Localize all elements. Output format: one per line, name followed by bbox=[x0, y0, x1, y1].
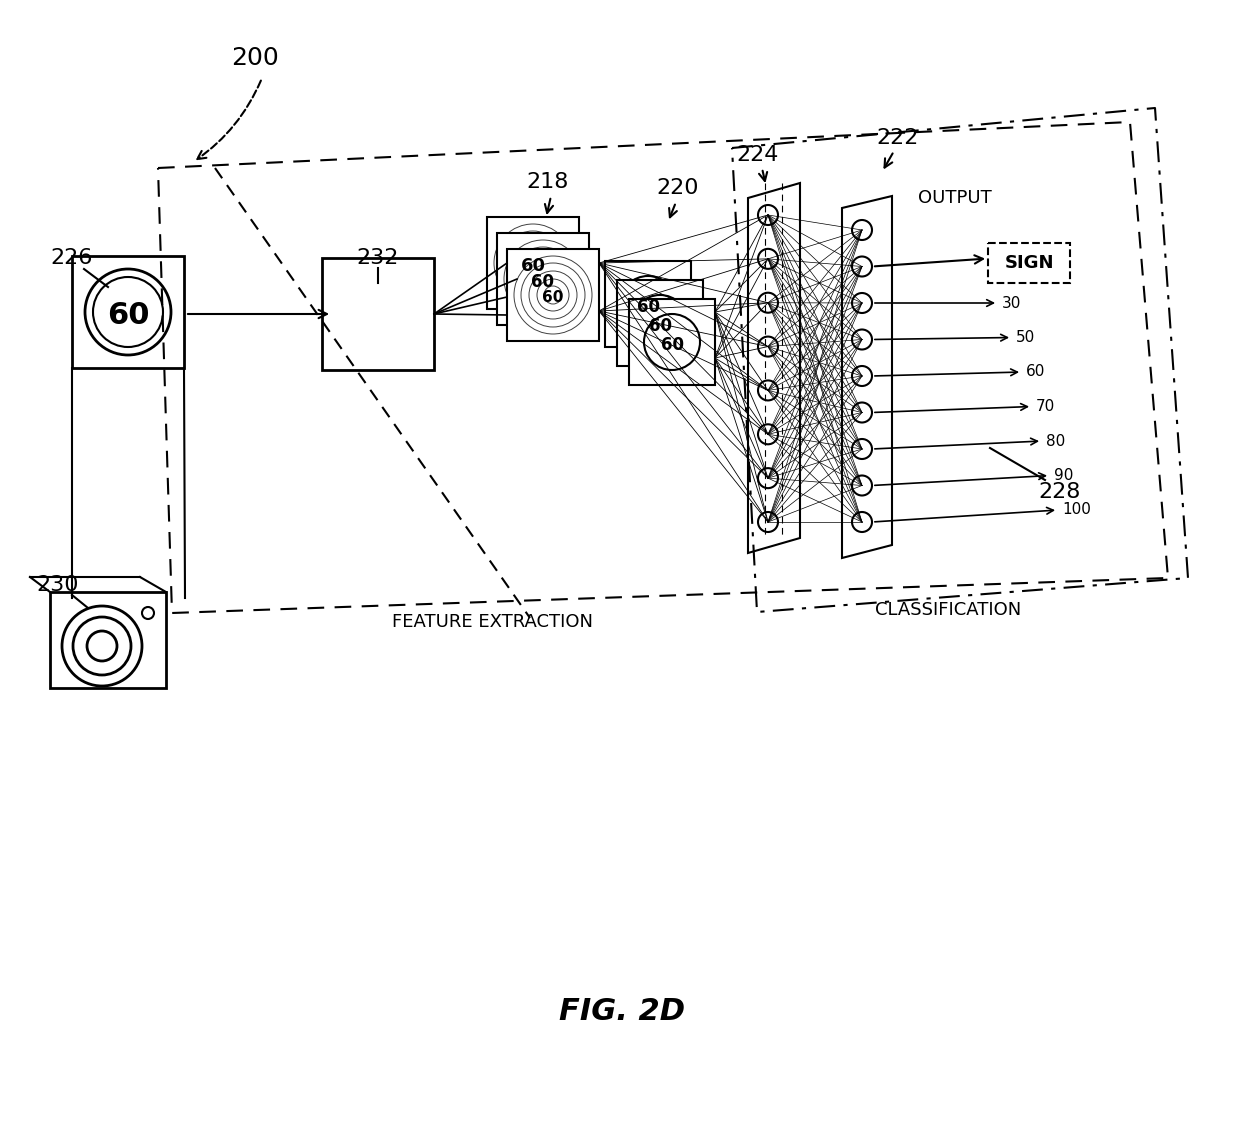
Circle shape bbox=[758, 381, 777, 400]
Text: SIGN: SIGN bbox=[1004, 254, 1054, 272]
FancyBboxPatch shape bbox=[50, 592, 166, 687]
Circle shape bbox=[758, 468, 777, 488]
Text: 100: 100 bbox=[1061, 503, 1091, 517]
Text: 60: 60 bbox=[521, 257, 546, 275]
Text: 60: 60 bbox=[107, 301, 149, 329]
Circle shape bbox=[852, 366, 872, 387]
Text: 30: 30 bbox=[1002, 295, 1022, 311]
Text: 60: 60 bbox=[661, 336, 683, 354]
Text: 222: 222 bbox=[877, 128, 919, 148]
Text: 226: 226 bbox=[51, 248, 93, 268]
Text: 60: 60 bbox=[532, 273, 554, 291]
FancyBboxPatch shape bbox=[605, 261, 691, 347]
Text: CLASSIFICATION: CLASSIFICATION bbox=[875, 601, 1021, 619]
Circle shape bbox=[852, 402, 872, 423]
Text: 80: 80 bbox=[1047, 434, 1065, 449]
FancyBboxPatch shape bbox=[618, 279, 703, 366]
Circle shape bbox=[758, 205, 777, 225]
Text: FIG. 2D: FIG. 2D bbox=[559, 997, 684, 1027]
Circle shape bbox=[758, 337, 777, 356]
Circle shape bbox=[852, 257, 872, 276]
FancyArrowPatch shape bbox=[197, 80, 260, 159]
Text: 230: 230 bbox=[37, 575, 79, 595]
Circle shape bbox=[758, 512, 777, 532]
Text: 218: 218 bbox=[527, 172, 569, 192]
Circle shape bbox=[758, 293, 777, 312]
Text: OUTPUT: OUTPUT bbox=[918, 189, 992, 207]
FancyBboxPatch shape bbox=[988, 242, 1070, 283]
Text: 200: 200 bbox=[231, 46, 279, 70]
FancyBboxPatch shape bbox=[507, 249, 599, 341]
Text: 60: 60 bbox=[636, 298, 660, 316]
FancyBboxPatch shape bbox=[487, 218, 579, 309]
FancyBboxPatch shape bbox=[322, 258, 434, 370]
FancyBboxPatch shape bbox=[72, 256, 184, 369]
Circle shape bbox=[758, 249, 777, 269]
Circle shape bbox=[852, 476, 872, 496]
Text: 228: 228 bbox=[1039, 482, 1081, 502]
Text: 232: 232 bbox=[357, 248, 399, 268]
Circle shape bbox=[852, 329, 872, 349]
Text: 90: 90 bbox=[1054, 468, 1074, 483]
Text: 60: 60 bbox=[542, 291, 564, 305]
Circle shape bbox=[852, 512, 872, 532]
Text: 60: 60 bbox=[649, 317, 672, 335]
Circle shape bbox=[758, 424, 777, 444]
Circle shape bbox=[852, 293, 872, 313]
Circle shape bbox=[852, 440, 872, 459]
Circle shape bbox=[852, 220, 872, 240]
Text: 224: 224 bbox=[737, 145, 779, 165]
FancyBboxPatch shape bbox=[497, 233, 589, 325]
Text: 70: 70 bbox=[1035, 399, 1055, 414]
Text: 220: 220 bbox=[657, 178, 699, 198]
Text: 50: 50 bbox=[1016, 330, 1035, 345]
FancyBboxPatch shape bbox=[629, 299, 715, 385]
Text: 60: 60 bbox=[1025, 364, 1045, 380]
Text: FEATURE EXTRACTION: FEATURE EXTRACTION bbox=[392, 613, 593, 631]
